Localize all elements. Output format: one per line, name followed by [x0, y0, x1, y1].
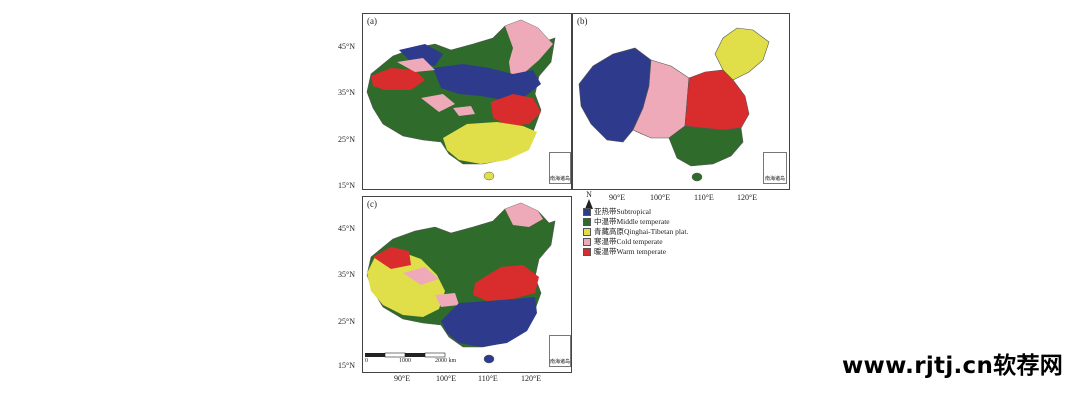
scale-label-1000: 1000: [399, 358, 411, 364]
panel-label-c: (c): [367, 199, 377, 209]
y-tick-25-a: 25°N: [338, 135, 355, 144]
south-china-sea-inset-a: 南海诸岛: [549, 152, 571, 184]
china-climate-map-a: [366, 19, 556, 181]
region-middle-temperate: [668, 125, 744, 167]
legend-item-cold-temperate: 寒温带Cold temperate: [583, 237, 688, 247]
y-tick-25-c: 25°N: [338, 317, 355, 326]
panel-label-b: (b): [577, 16, 588, 26]
north-arrow-icon: N: [584, 190, 594, 209]
region-warm-temperate-west: [373, 247, 411, 269]
china-climate-map-b: [578, 27, 770, 182]
x-tick-120-c: 120°E: [521, 374, 542, 383]
y-tick-45-c: 45°N: [338, 224, 355, 233]
x-tick-120-b: 120°E: [737, 193, 758, 202]
panel-label-a: (a): [367, 16, 377, 26]
x-tick-100-c: 100°E: [436, 374, 457, 383]
legend-item-qinghai-tibet: 青藏高原Qinghai-Tibetan plat.: [583, 227, 688, 237]
region-subtropical: [441, 297, 537, 347]
region-qinghai-tibet-south: [443, 122, 537, 164]
region-warm-temperate: [473, 265, 539, 301]
legend-swatch: [583, 218, 591, 226]
y-tick-15-c: 15°N: [338, 361, 355, 370]
region-warm-temperate-west: [371, 68, 425, 90]
region-warm-temperate: [491, 94, 541, 126]
region-warm-temperate: [684, 69, 750, 131]
legend-swatch: [583, 228, 591, 236]
north-label: N: [586, 190, 592, 199]
legend: 亚热带Subtropical 中温带Middle temperate 青藏高原Q…: [583, 207, 688, 257]
region-cold-temperate: [505, 20, 553, 76]
y-tick-35-a: 35°N: [338, 88, 355, 97]
region-cold-temperate: [403, 267, 439, 285]
y-tick-15-a: 15°N: [338, 181, 355, 190]
inset-label-c: 南海诸岛: [550, 360, 571, 365]
region-pink-west: [397, 58, 435, 72]
map-panel-c: (c) 0 1000 2000 km 南海诸岛: [362, 196, 572, 373]
scale-label-0: 0: [365, 358, 368, 364]
x-tick-90-b: 90°E: [609, 193, 626, 202]
x-tick-90-c: 90°E: [394, 374, 411, 383]
legend-label: 亚热带Subtropical: [594, 207, 652, 216]
map-panel-b: (b) 南海诸岛: [572, 13, 790, 190]
y-tick-35-c: 35°N: [338, 270, 355, 279]
inset-label-b: 南海诸岛: [764, 177, 785, 182]
x-tick-110-c: 110°E: [478, 374, 498, 383]
watermark: www.rjtj.cn软荐网: [842, 353, 1064, 379]
legend-item-middle-temperate: 中温带Middle temperate: [583, 217, 688, 227]
x-tick-110-b: 110°E: [694, 193, 714, 202]
legend-label: 暖温带Warm temperate: [594, 247, 667, 256]
x-tick-100-b: 100°E: [650, 193, 671, 202]
legend-swatch: [583, 208, 591, 216]
legend-item-warm-temperate: 暖温带Warm temperate: [583, 247, 688, 257]
legend-swatch: [583, 238, 591, 246]
region-qinghai-tibet: [714, 27, 770, 81]
legend-label: 寒温带Cold temperate: [594, 237, 663, 246]
legend-label: 中温带Middle temperate: [594, 217, 670, 226]
region-subtropical-north: [433, 64, 541, 100]
legend-swatch: [583, 248, 591, 256]
scale-label-2000: 2000 km: [435, 358, 457, 364]
y-tick-45-a: 45°N: [338, 42, 355, 51]
south-china-sea-inset-c: 南海诸岛: [549, 335, 571, 367]
inset-label-a: 南海诸岛: [550, 177, 571, 182]
map-panel-a: (a) 南海诸岛: [362, 13, 572, 190]
legend-item-subtropical: 亚热带Subtropical: [583, 207, 688, 217]
legend-label: 青藏高原Qinghai-Tibetan plat.: [594, 227, 689, 236]
south-china-sea-inset-b: 南海诸岛: [763, 152, 787, 184]
china-climate-map-c: [365, 202, 556, 364]
